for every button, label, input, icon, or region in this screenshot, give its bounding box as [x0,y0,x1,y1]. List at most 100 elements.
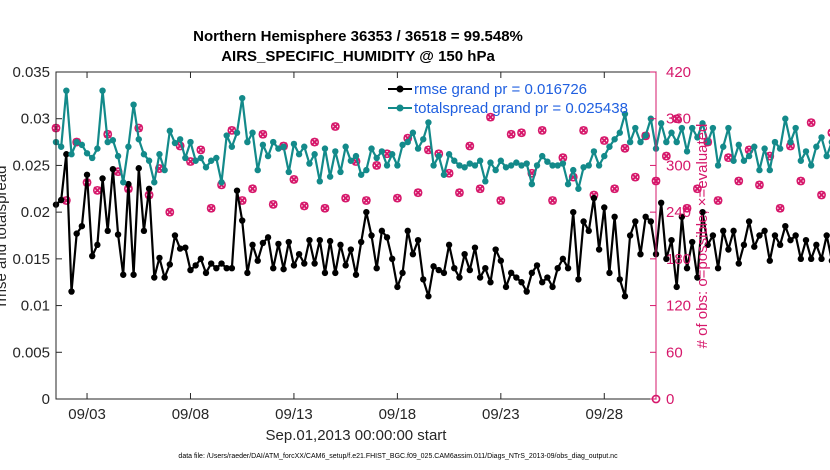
obs-possible-point [713,196,723,205]
rmse-point [207,260,215,267]
totalspread-point [663,138,670,146]
rmse-point [570,208,577,216]
rmse-point [766,257,773,264]
rmse-point [337,241,344,249]
rmse-point [435,266,442,274]
obs-evaluated-point [662,152,671,160]
rmse-point [461,250,468,258]
legend-totalspread-marker [396,104,404,112]
rmse-point [368,232,375,239]
totalspread-point [197,154,205,162]
legend-totalspread-label: totalspread grand pr = 0.025438 [414,100,628,117]
totalspread-point [404,138,411,146]
obs-evaluated-point [755,180,764,189]
left-axis: 0 0.005 0.01 0.015 0.02 0.025 0.03 0.035 [12,64,62,408]
totalspread-point [745,152,753,160]
rmse-point [259,239,267,247]
totalspread-point [451,157,458,164]
totalspread-point [233,129,241,136]
totalspread-point [264,152,272,160]
obs-possible-point [330,122,340,131]
obs-evaluated-stroke [548,196,557,205]
obs-possible-point [299,201,309,211]
totalspread-point [228,143,236,150]
obs-evaluated-stroke [610,184,619,193]
rmse-point [714,265,722,272]
totalspread-point [813,143,820,150]
rmse-point [156,254,163,262]
totalspread-point [570,166,577,174]
obs-possible-point [827,128,830,137]
totalspread-point [792,124,799,132]
totalspread-point [751,143,758,150]
y-left-tick-label: 0.005 [12,344,50,361]
totalspread-point [125,143,132,150]
totalspread-point [285,168,292,176]
totalspread-point [456,162,463,169]
totalspread-point [616,129,623,136]
totalspread-point [611,136,618,143]
obs-possible-point [310,137,320,147]
obs-evaluated-stroke [248,184,257,193]
obs-evaluated-point [331,122,340,131]
rmse-point [471,244,479,251]
rmse-point [730,227,737,235]
totalspread-point [239,94,246,102]
obs-possible-point [661,151,671,161]
obs-evaluated-stroke [414,188,422,197]
totalspread-point [161,166,168,174]
rmse-point [611,213,618,221]
obs-evaluated-point [579,126,588,135]
totalspread-point [352,152,360,160]
obs-possible-point [341,193,351,203]
obs-evaluated-stroke [227,126,236,135]
rmse-point [275,240,282,248]
rmse-point [316,236,323,244]
rmse-point [68,288,75,295]
totalspread-point [425,119,432,126]
totalspread-point [63,87,70,94]
rmse-point [420,276,427,283]
obs-evaluated-point [548,196,557,205]
rmse-point [544,274,551,281]
obs-evaluated-point [393,194,402,203]
chart-title: Northern Hemisphere 36353 / 36518 = 99.5… [193,28,523,45]
rmse-point [104,227,111,235]
totalspread-point [316,178,323,185]
totalspread-point [771,138,779,146]
obs-evaluated-stroke [207,204,216,213]
totalspread-point [414,145,422,152]
obs-evaluated-stroke [579,126,588,135]
rmse-point [513,274,520,281]
totalspread-point [637,138,644,146]
totalspread-point [275,145,282,152]
obs-evaluated-stroke [165,208,174,217]
rmse-point [202,269,210,277]
rmse-point [197,255,205,263]
totalspread-point [151,179,158,186]
rmse-point [63,151,70,158]
obs-evaluated-point [693,184,702,193]
rmse-point [818,255,825,263]
x-tick-label: 09/28 [586,406,624,423]
rmse-point [114,231,122,238]
rmse-point [78,222,86,230]
rmse-point [616,276,623,283]
obs-possible-point [672,114,682,124]
obs-evaluated-stroke [755,180,764,189]
rmse-point [192,262,199,269]
totalspread-point [166,127,173,135]
rmse-point [135,165,142,172]
rmse-point [342,262,349,269]
totalspread-point [776,145,784,152]
rmse-point [823,232,830,239]
totalspread-point [135,136,142,143]
rmse-point [678,213,686,221]
y-right-tick-label: 60 [666,344,683,361]
rmse-point [476,274,484,281]
obs-possible-point [775,203,785,213]
rmse-point [642,213,649,221]
obs-evaluated-point [507,130,516,139]
obs-evaluated-point [476,184,485,193]
rmse-point [663,255,670,263]
